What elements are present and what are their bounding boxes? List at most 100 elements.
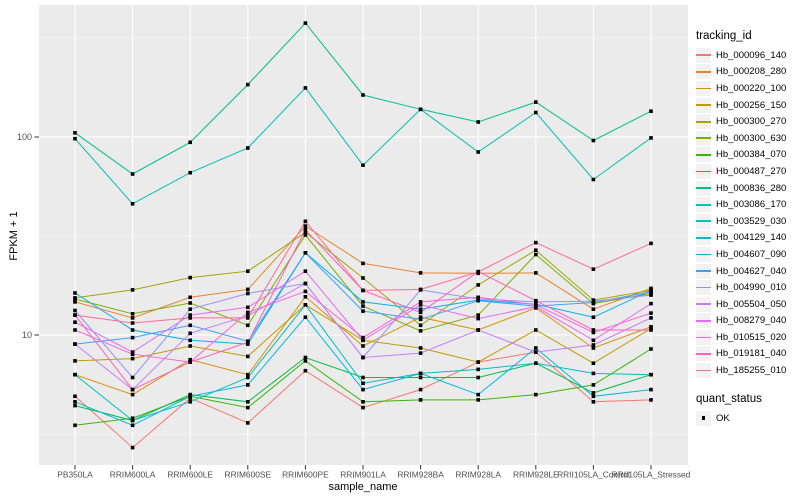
data-point — [130, 387, 135, 392]
legend-item-label: Hb_000836_280 — [716, 182, 787, 194]
black-square-marker — [701, 416, 706, 420]
data-point — [418, 398, 423, 402]
legend-key-swatch — [696, 230, 711, 246]
x-tick-label: RRIM600PE — [282, 470, 329, 480]
legend-item-label: Hb_000300_630 — [716, 132, 787, 144]
data-point — [246, 146, 250, 150]
legend-item: Hb_000487_270 — [696, 163, 800, 180]
legend-key-swatch — [696, 114, 711, 130]
data-point — [246, 383, 250, 387]
data-point — [476, 283, 480, 287]
data-point — [418, 315, 423, 319]
data-point — [188, 295, 192, 300]
legend-item: Hb_004627_040 — [696, 263, 800, 280]
legend-key-line — [696, 253, 711, 256]
legend-key-line — [696, 203, 711, 206]
legend-item-label: Hb_004607_090 — [716, 248, 787, 260]
data-point — [649, 387, 653, 392]
data-point — [73, 359, 77, 363]
data-point — [418, 317, 423, 322]
x-tick-label: RRIM600SE — [225, 470, 272, 480]
data-point — [591, 383, 596, 387]
data-point — [649, 109, 653, 113]
data-point — [303, 224, 308, 228]
data-point — [591, 177, 596, 182]
legend-key-line — [696, 137, 711, 140]
data-point — [591, 299, 596, 304]
data-point — [591, 315, 596, 319]
data-point — [188, 344, 192, 348]
x-tick-label: RRIM600LA — [110, 470, 156, 480]
data-point — [73, 328, 77, 332]
data-point — [303, 368, 308, 373]
data-point — [649, 372, 653, 377]
data-point — [246, 310, 250, 315]
data-point — [649, 316, 653, 320]
data-point — [246, 269, 250, 273]
data-point — [73, 342, 77, 346]
legend-key-swatch — [696, 346, 711, 362]
data-point — [73, 308, 77, 313]
data-point — [130, 418, 135, 423]
data-point — [188, 301, 192, 305]
data-point — [418, 375, 423, 380]
data-point — [361, 355, 365, 360]
legend-title-tracking-id: tracking_id — [696, 30, 752, 42]
x-axis-title: sample_name — [328, 481, 398, 493]
data-point — [361, 300, 365, 304]
data-point — [361, 261, 365, 266]
legend-key-line — [696, 336, 711, 339]
legend-key-line — [696, 303, 711, 306]
data-point — [361, 387, 365, 392]
legend-item-label: Hb_019181_040 — [716, 348, 787, 360]
data-point — [591, 343, 596, 347]
legend-item-label: Hb_005504_050 — [716, 298, 787, 310]
quant-status-label: OK — [716, 412, 730, 424]
legend-item-label: Hb_010515_020 — [716, 331, 787, 343]
data-point — [188, 357, 192, 362]
data-point — [534, 303, 538, 307]
data-point — [534, 350, 538, 354]
y-axis-title: FPKM + 1 — [8, 211, 20, 261]
legend-item: Hb_000384_070 — [696, 147, 800, 164]
legend-item: Hb_000256_150 — [696, 97, 800, 114]
data-point — [591, 328, 596, 332]
legend-key-swatch — [696, 197, 711, 213]
data-point — [303, 228, 308, 232]
data-point — [246, 400, 250, 404]
legend-item-label: Hb_004990_010 — [716, 282, 787, 294]
data-point — [130, 392, 135, 397]
data-point — [130, 288, 135, 292]
data-point — [534, 346, 538, 350]
data-point — [476, 295, 480, 300]
legend-key-line — [696, 319, 711, 322]
legend-item: Hb_003086_170 — [696, 196, 800, 213]
data-point — [591, 267, 596, 271]
data-point — [303, 315, 308, 319]
data-point — [476, 392, 480, 397]
legend-item: Hb_008279_040 — [696, 313, 800, 330]
legend-item: Hb_000208_280 — [696, 64, 800, 81]
data-point — [130, 316, 135, 320]
legend-key-line — [696, 353, 711, 355]
data-point — [73, 297, 77, 301]
legend-key-line — [696, 237, 711, 239]
legend-key-swatch — [696, 130, 711, 146]
quant-status-item: OK — [696, 410, 800, 427]
data-point — [361, 304, 365, 308]
data-point — [418, 323, 423, 328]
data-point — [476, 120, 480, 124]
data-point — [246, 405, 250, 410]
legend-key-line — [696, 120, 711, 123]
legend-item: Hb_004129_140 — [696, 230, 800, 247]
data-point — [246, 354, 250, 359]
data-point — [303, 355, 308, 360]
data-point — [534, 100, 538, 104]
legend-item: Hb_005504_050 — [696, 296, 800, 313]
data-point — [534, 271, 538, 275]
data-point — [649, 398, 653, 402]
data-point — [246, 372, 250, 377]
legend-item-label: Hb_000096_140 — [716, 49, 787, 61]
legend-key-swatch — [696, 97, 711, 113]
